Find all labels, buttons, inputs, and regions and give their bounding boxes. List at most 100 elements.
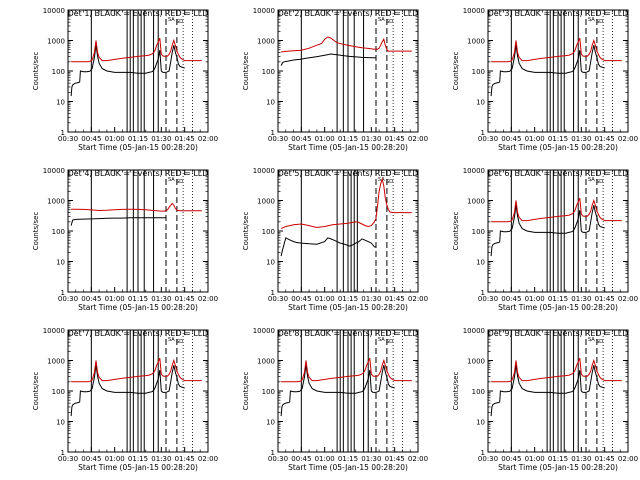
x-tick-label: 01:15 xyxy=(548,295,568,303)
y-tick-label: 10000 xyxy=(253,327,275,335)
y-tick-label: 100 xyxy=(472,388,485,396)
marker-label: SA xyxy=(588,177,595,183)
marker-label: SA xyxy=(168,177,175,183)
lld-series-line xyxy=(281,36,412,53)
y-axis-label: Counts/sec xyxy=(242,212,250,251)
panel-det-9: Det 9, BLACK = Events, RED = LLD11010010… xyxy=(452,327,638,472)
x-tick-label: 00:45 xyxy=(291,135,311,143)
x-tick-label: 01:45 xyxy=(175,455,195,463)
y-tick-label: 1000 xyxy=(257,38,275,46)
y-tick-label: 1 xyxy=(271,129,275,137)
y-tick-label: 10 xyxy=(266,419,275,427)
x-tick-label: 01:45 xyxy=(385,455,405,463)
x-tick-label: 01:15 xyxy=(548,135,568,143)
x-tick-label: 01:15 xyxy=(128,295,148,303)
y-tick-label: 10 xyxy=(56,259,65,267)
y-tick-label: 1 xyxy=(61,449,65,457)
x-tick-label: 01:30 xyxy=(361,295,381,303)
marker-label: SD xyxy=(176,19,183,25)
y-tick-label: 1000 xyxy=(257,198,275,206)
x-axis-label: Start Time (05-Jan-15 00:28:20) xyxy=(78,463,198,472)
marker-label: SA xyxy=(378,17,385,23)
y-axis-label: Counts/sec xyxy=(452,212,460,251)
panel-det-1: Det 1, BLACK = Events, RED = LLD11010010… xyxy=(32,7,218,152)
x-axis-label: Start Time (05-Jan-15 00:28:20) xyxy=(78,143,198,152)
y-tick-label: 1 xyxy=(481,449,485,457)
panel-det-4: Det 4, BLACK = Events, RED = LLD11010010… xyxy=(32,167,218,312)
lld-series-line xyxy=(281,357,412,383)
x-tick-label: 01:45 xyxy=(595,295,615,303)
y-tick-label: 1000 xyxy=(47,358,65,366)
x-tick-label: 01:45 xyxy=(595,455,615,463)
y-tick-label: 10 xyxy=(476,259,485,267)
x-tick-label: 00:30 xyxy=(478,455,498,463)
x-tick-label: 01:45 xyxy=(385,295,405,303)
x-tick-label: 01:15 xyxy=(128,455,148,463)
x-tick-label: 01:15 xyxy=(338,135,358,143)
y-tick-label: 100 xyxy=(52,388,65,396)
x-tick-label: 00:30 xyxy=(268,135,288,143)
y-tick-label: 1 xyxy=(271,449,275,457)
x-tick-label: 00:45 xyxy=(81,455,101,463)
x-tick-label: 01:00 xyxy=(105,135,125,143)
x-tick-label: 01:30 xyxy=(571,455,591,463)
y-axis-label: Counts/sec xyxy=(32,212,40,251)
event-lines xyxy=(300,10,403,132)
x-tick-label: 01:30 xyxy=(571,135,591,143)
x-tick-label: 01:45 xyxy=(385,135,405,143)
lld-series-line xyxy=(491,197,622,223)
y-tick-label: 100 xyxy=(472,68,485,76)
x-tick-label: 01:30 xyxy=(151,295,171,303)
events-series-line xyxy=(280,365,395,417)
events-series-line xyxy=(70,217,166,226)
x-axis-label: Start Time (05-Jan-15 00:28:20) xyxy=(498,303,618,312)
x-axis-label: Start Time (05-Jan-15 00:28:20) xyxy=(78,303,198,312)
marker-label: SA xyxy=(168,17,175,23)
y-tick-label: 1000 xyxy=(47,38,65,46)
lld-series-line xyxy=(71,202,202,212)
y-tick-label: 10000 xyxy=(253,7,275,15)
x-tick-label: 02:00 xyxy=(198,135,218,143)
y-tick-label: 10000 xyxy=(43,327,65,335)
panel-det-7: Det 7, BLACK = Events, RED = LLD11010010… xyxy=(32,327,218,472)
x-tick-label: 01:00 xyxy=(525,135,545,143)
y-axis-label: Counts/sec xyxy=(242,52,250,91)
y-tick-label: 1 xyxy=(61,129,65,137)
events-series-line xyxy=(490,45,605,97)
events-series-line xyxy=(70,45,185,97)
x-tick-label: 02:00 xyxy=(408,455,428,463)
events-series-line xyxy=(70,365,185,417)
x-tick-label: 01:30 xyxy=(151,135,171,143)
y-tick-label: 1 xyxy=(271,289,275,297)
x-tick-label: 00:45 xyxy=(81,295,101,303)
y-tick-label: 1 xyxy=(481,289,485,297)
y-tick-label: 10000 xyxy=(463,167,485,175)
y-tick-label: 1 xyxy=(61,289,65,297)
y-axis-label: Counts/sec xyxy=(32,52,40,91)
lld-series-line xyxy=(491,37,622,63)
panel-det-3: Det 3, BLACK = Events, RED = LLD11010010… xyxy=(452,7,638,152)
y-tick-label: 1000 xyxy=(467,358,485,366)
marker-label: SD xyxy=(386,179,393,185)
x-tick-label: 02:00 xyxy=(618,135,638,143)
y-tick-label: 10000 xyxy=(463,7,485,15)
y-tick-label: 10 xyxy=(56,99,65,107)
x-tick-label: 00:30 xyxy=(58,295,78,303)
x-axis-label: Start Time (05-Jan-15 00:28:20) xyxy=(288,463,408,472)
marker-label: SD xyxy=(386,339,393,345)
x-tick-label: 01:15 xyxy=(548,455,568,463)
x-tick-label: 01:00 xyxy=(525,455,545,463)
x-tick-label: 01:00 xyxy=(525,295,545,303)
x-tick-label: 01:00 xyxy=(315,135,335,143)
y-tick-label: 10000 xyxy=(43,167,65,175)
y-tick-label: 10000 xyxy=(43,7,65,15)
x-tick-label: 02:00 xyxy=(618,455,638,463)
y-axis-label: Counts/sec xyxy=(452,372,460,411)
x-tick-label: 00:45 xyxy=(291,295,311,303)
marker-label: SD xyxy=(176,339,183,345)
panel-det-2: Det 2, BLACK = Events, RED = LLD11010010… xyxy=(242,7,428,152)
events-series-line xyxy=(280,53,376,66)
marker-label: SA xyxy=(168,337,175,343)
event-lines xyxy=(90,10,193,132)
